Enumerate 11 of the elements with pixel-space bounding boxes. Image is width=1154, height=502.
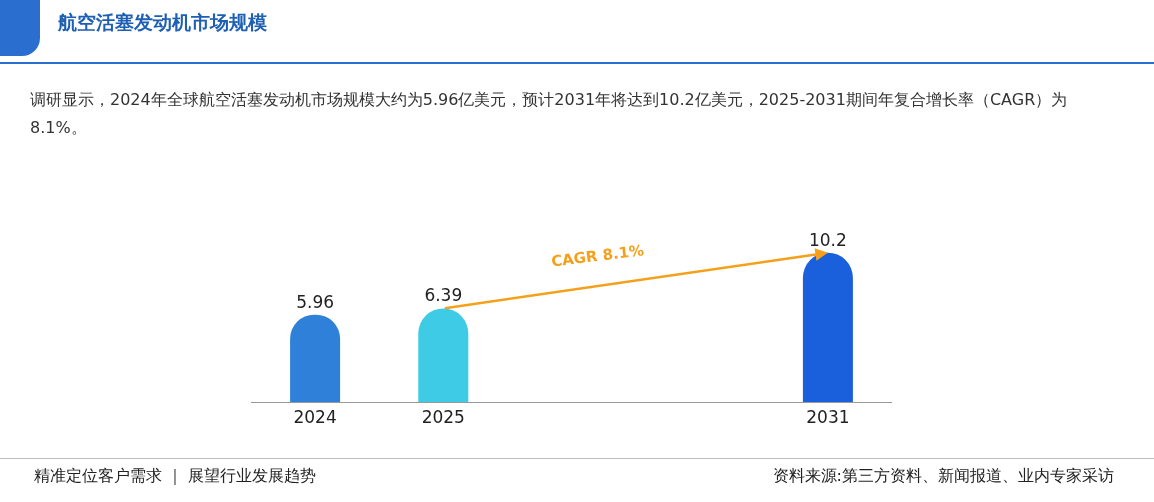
text: 资料来源:第三方资料、新闻报道、业内专家采访 xyxy=(772,466,1114,487)
text: 精准定位客户需求 ｜ 展望行业发展趋势 xyxy=(34,466,317,487)
x-tick-label: 2024 xyxy=(293,407,337,428)
data-label: 6.39 xyxy=(424,285,463,306)
data-label: 10.2 xyxy=(808,229,847,250)
chart-subtitle: 调研显示，2024年全球航空活塞发动机市场规模大约为5.96亿美元，预计2031年将达到10.2亿美元，2025-2031期间年复合增长率（CAGR）为8.1%。 xyxy=(30,89,1069,139)
x-tick-label: 2025 xyxy=(421,407,465,428)
chart-title: 航空活塞发动机市场规模 xyxy=(58,10,267,35)
x-tick-label: 2031 xyxy=(806,407,850,428)
data-label: 5.96 xyxy=(296,291,335,312)
annotation: CAGR 8.1% xyxy=(550,241,645,271)
